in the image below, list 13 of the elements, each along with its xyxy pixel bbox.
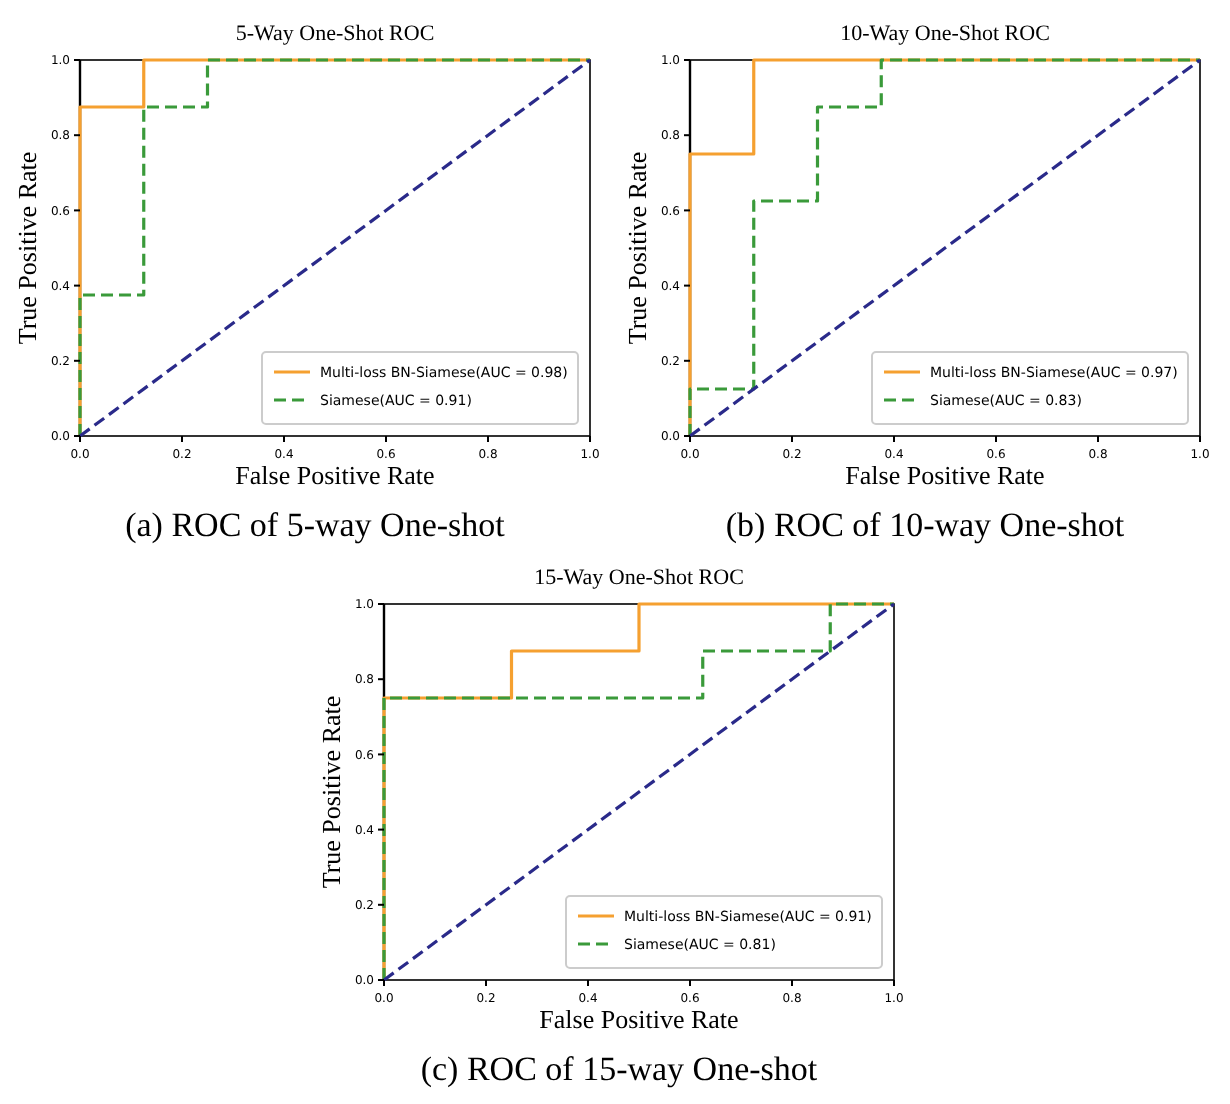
chart-title: 5-Way One-Shot ROC	[235, 22, 435, 46]
x-axis-title: False Positive Rate	[539, 1004, 740, 1034]
text: (b) ROC of 10-way One-shot	[725, 506, 1125, 544]
x-axis-title: False Positive Rate	[235, 460, 436, 490]
chart-title: 15-Way One-Shot ROC	[534, 566, 744, 590]
line-series	[382, 602, 896, 982]
y-axis-title: True Positive Rate	[622, 151, 652, 345]
x-axis-title: False Positive Rate	[845, 460, 1046, 490]
y-axis-title: True Positive Rate	[316, 695, 346, 889]
chart-title: 10-Way One-Shot ROC	[840, 22, 1050, 46]
text: (a) ROC of 5-way One-shot	[125, 506, 506, 544]
y-axis-title: True Positive Rate	[12, 151, 42, 345]
text: (c) ROC of 15-way One-shot	[420, 1050, 818, 1088]
